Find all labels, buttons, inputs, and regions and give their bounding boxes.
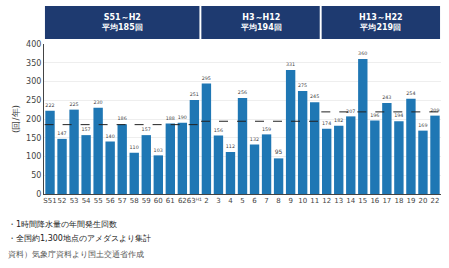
svg-text:188: 188 <box>166 116 175 121</box>
svg-text:10: 10 <box>298 197 307 205</box>
svg-text:256: 256 <box>238 90 247 95</box>
svg-text:200: 200 <box>26 115 41 124</box>
svg-text:400: 400 <box>26 40 41 49</box>
svg-text:19: 19 <box>406 197 415 205</box>
svg-text:194: 194 <box>394 113 403 118</box>
svg-text:295: 295 <box>202 76 211 81</box>
svg-text:331: 331 <box>286 62 295 67</box>
svg-text:14: 14 <box>346 197 355 205</box>
svg-text:150: 150 <box>26 134 41 143</box>
svg-text:169: 169 <box>418 123 427 128</box>
svg-text:2: 2 <box>204 197 208 205</box>
svg-text:112: 112 <box>226 144 235 149</box>
svg-text:250: 250 <box>26 96 41 105</box>
svg-text:230: 230 <box>93 100 102 105</box>
svg-text:58: 58 <box>130 197 139 205</box>
svg-text:60: 60 <box>154 197 163 205</box>
svg-text:17: 17 <box>382 197 391 205</box>
svg-text:20: 20 <box>418 197 427 205</box>
svg-text:S51: S51 <box>43 197 56 205</box>
svg-text:156: 156 <box>214 128 223 133</box>
svg-text:11: 11 <box>310 197 319 205</box>
svg-text:61: 61 <box>166 197 175 205</box>
svg-text:50: 50 <box>31 171 41 180</box>
svg-text:209: 209 <box>430 108 439 113</box>
svg-text:4: 4 <box>228 197 233 205</box>
svg-text:245: 245 <box>310 94 319 99</box>
svg-text:15: 15 <box>358 197 367 205</box>
svg-text:18: 18 <box>394 197 403 205</box>
svg-text:182: 182 <box>334 118 343 123</box>
svg-text:16: 16 <box>370 197 379 205</box>
svg-text:207: 207 <box>346 109 355 114</box>
svg-text:・1時間降水量の年間発生回数: ・1時間降水量の年間発生回数 <box>8 220 117 229</box>
svg-text:275: 275 <box>298 83 307 88</box>
svg-text:251: 251 <box>190 92 199 97</box>
svg-text:174: 174 <box>322 121 331 126</box>
svg-text:53: 53 <box>70 197 79 205</box>
svg-text:57: 57 <box>118 197 127 205</box>
svg-text:110: 110 <box>130 145 139 150</box>
svg-text:0: 0 <box>36 190 41 199</box>
svg-text:22: 22 <box>431 197 440 205</box>
svg-text:63ᴴ¹: 63ᴴ¹ <box>187 197 202 205</box>
svg-text:8: 8 <box>276 197 280 205</box>
svg-text:225: 225 <box>69 102 78 107</box>
svg-text:S51～H2平均185回: S51～H2平均185回 <box>101 13 143 32</box>
svg-text:9: 9 <box>288 197 292 205</box>
svg-text:254: 254 <box>406 91 415 96</box>
svg-text:H3～H12平均194回: H3～H12平均194回 <box>240 13 282 32</box>
svg-text:5: 5 <box>240 197 244 205</box>
svg-text:56: 56 <box>106 197 115 205</box>
svg-text:資料）気象庁資料より国土交通省作成: 資料）気象庁資料より国土交通省作成 <box>8 250 144 259</box>
svg-text:243: 243 <box>382 95 391 100</box>
svg-text:59: 59 <box>142 197 151 205</box>
svg-text:62: 62 <box>178 197 187 205</box>
svg-text:147: 147 <box>57 131 66 136</box>
svg-text:132: 132 <box>250 137 259 142</box>
svg-text:・全国約1,300地点のアメダスより集計: ・全国約1,300地点のアメダスより集計 <box>8 234 151 243</box>
svg-text:54: 54 <box>82 197 91 205</box>
svg-text:300: 300 <box>26 77 41 86</box>
svg-text:190: 190 <box>178 115 187 120</box>
svg-text:100: 100 <box>26 152 41 161</box>
svg-text:196: 196 <box>370 113 379 118</box>
svg-text:140: 140 <box>105 134 114 139</box>
svg-text:157: 157 <box>142 127 151 132</box>
svg-text:52: 52 <box>58 197 67 205</box>
svg-text:186: 186 <box>118 116 127 121</box>
svg-text:6: 6 <box>252 197 257 205</box>
svg-text:(回/年): (回/年) <box>11 105 21 133</box>
svg-text:350: 350 <box>26 59 41 68</box>
svg-text:360: 360 <box>358 51 367 56</box>
svg-text:12: 12 <box>322 197 331 205</box>
svg-text:222: 222 <box>45 103 54 108</box>
svg-text:95: 95 <box>275 148 283 155</box>
svg-text:13: 13 <box>334 197 343 205</box>
svg-text:103: 103 <box>154 148 163 153</box>
svg-text:159: 159 <box>262 127 271 132</box>
svg-text:55: 55 <box>94 197 103 205</box>
svg-text:7: 7 <box>264 197 268 205</box>
svg-text:H13～H22平均219回: H13～H22平均219回 <box>359 13 403 32</box>
svg-text:157: 157 <box>81 127 90 132</box>
svg-text:3: 3 <box>216 197 220 205</box>
